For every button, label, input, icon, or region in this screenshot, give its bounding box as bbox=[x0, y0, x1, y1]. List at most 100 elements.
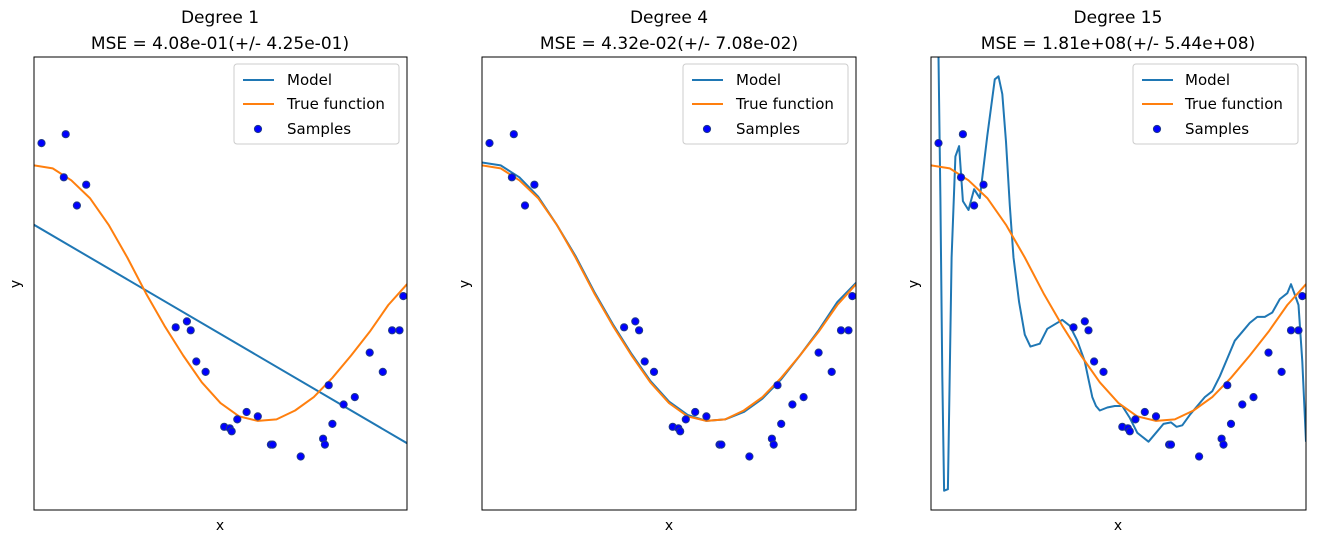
sample-point bbox=[640, 357, 649, 366]
sample-point bbox=[1264, 348, 1273, 357]
sample-point bbox=[788, 400, 797, 409]
subplot-title-degree: Degree 4 bbox=[630, 8, 708, 28]
sample-point bbox=[979, 180, 988, 189]
true-function-curve bbox=[34, 164, 407, 422]
model-curve bbox=[937, 57, 1306, 492]
sample-point bbox=[1223, 381, 1232, 390]
sample-point bbox=[1195, 452, 1204, 461]
sample-point bbox=[691, 407, 700, 417]
legend: Model True function Samples bbox=[233, 63, 400, 145]
legend-box bbox=[233, 63, 400, 145]
sample-point bbox=[1084, 326, 1093, 335]
legend-model-label: Model bbox=[1185, 71, 1230, 89]
sample-point bbox=[1125, 427, 1134, 436]
legend-model-label: Model bbox=[287, 71, 332, 89]
true-function-curve bbox=[931, 164, 1306, 422]
sample-point bbox=[227, 427, 236, 436]
sample-point bbox=[1249, 393, 1258, 402]
plot-area bbox=[931, 57, 1306, 492]
sample-point bbox=[702, 412, 711, 421]
sample-point bbox=[530, 180, 539, 189]
legend-samples-label: Samples bbox=[736, 120, 800, 138]
y-axis-label: y bbox=[8, 280, 24, 288]
sample-point bbox=[395, 326, 404, 335]
sample-point bbox=[242, 407, 251, 417]
sample-point bbox=[328, 419, 337, 428]
sample-point bbox=[1140, 407, 1149, 417]
sample-point bbox=[1080, 317, 1089, 326]
sample-point bbox=[970, 201, 979, 210]
sample-point bbox=[635, 326, 644, 335]
sample-point bbox=[777, 419, 786, 428]
axes-frame bbox=[33, 56, 408, 511]
subplot-degree-4: Degree 4 MSE = 4.32e-02(+/- 7.08e-02) x … bbox=[457, 8, 857, 534]
sample-point bbox=[1277, 367, 1286, 376]
legend-box bbox=[1132, 63, 1299, 145]
legend-samples-marker bbox=[1152, 124, 1162, 134]
axes-frame bbox=[481, 56, 857, 511]
y-axis-label: y bbox=[906, 280, 922, 288]
sample-point bbox=[485, 139, 494, 148]
sample-point bbox=[934, 139, 943, 148]
sample-point bbox=[520, 201, 530, 210]
subplot-title-mse: MSE = 4.08e-01(+/- 4.25e-01) bbox=[91, 34, 349, 54]
sample-point bbox=[82, 180, 91, 189]
sample-point bbox=[681, 415, 690, 424]
plot-area bbox=[34, 130, 407, 461]
sample-point bbox=[339, 400, 348, 409]
sample-point bbox=[827, 367, 836, 376]
subplot-title-degree: Degree 15 bbox=[1074, 8, 1163, 28]
sample-point bbox=[350, 393, 359, 402]
sample-point bbox=[1298, 292, 1306, 301]
sample-point bbox=[59, 173, 68, 182]
sample-point bbox=[320, 440, 329, 449]
sample-point bbox=[848, 292, 856, 301]
y-axis-label: y bbox=[457, 280, 473, 288]
sample-point bbox=[717, 440, 726, 449]
sample-point bbox=[365, 348, 374, 357]
sample-point bbox=[268, 440, 277, 449]
sample-point bbox=[814, 348, 823, 357]
sample-point bbox=[388, 326, 397, 335]
legend: Model True function Samples bbox=[1132, 63, 1299, 145]
sample-point bbox=[296, 452, 305, 461]
true-function-curve bbox=[482, 164, 856, 422]
legend-true-function-label: True function bbox=[286, 95, 385, 113]
sample-point bbox=[378, 367, 387, 376]
sample-point bbox=[1099, 367, 1108, 376]
legend: Model True function Samples bbox=[682, 63, 849, 145]
sample-point bbox=[233, 415, 242, 424]
subplot-title-mse: MSE = 4.32e-02(+/- 7.08e-02) bbox=[540, 34, 798, 54]
subplot-title-mse: MSE = 1.81e+08(+/- 5.44e+08) bbox=[981, 34, 1255, 54]
sample-point bbox=[201, 367, 210, 376]
sample-point bbox=[836, 326, 846, 335]
sample-point bbox=[1166, 440, 1176, 449]
sample-point bbox=[745, 452, 754, 461]
sample-point bbox=[37, 139, 46, 148]
sample-point bbox=[182, 317, 191, 326]
sample-point bbox=[844, 326, 853, 335]
sample-point bbox=[72, 201, 82, 210]
sample-point bbox=[1219, 440, 1228, 449]
legend-samples-marker bbox=[702, 124, 712, 134]
sample-point bbox=[958, 130, 968, 139]
x-axis-label: x bbox=[216, 518, 224, 534]
sample-point bbox=[620, 323, 629, 332]
axes-frame bbox=[930, 56, 1307, 511]
x-axis-label: x bbox=[1114, 518, 1122, 534]
subplot-title-degree: Degree 1 bbox=[181, 8, 259, 28]
sample-point bbox=[799, 393, 808, 402]
sample-point bbox=[61, 130, 70, 139]
sample-point bbox=[769, 440, 778, 449]
sample-point bbox=[171, 323, 180, 332]
legend-samples-label: Samples bbox=[1185, 120, 1249, 138]
sample-point bbox=[253, 412, 262, 421]
sample-point bbox=[773, 381, 782, 390]
sample-point bbox=[631, 317, 640, 326]
legend-true-function-label: True function bbox=[1184, 95, 1283, 113]
sample-point bbox=[507, 173, 516, 182]
sample-point bbox=[1090, 357, 1099, 366]
subplot-degree-15: Degree 15 MSE = 1.81e+08(+/- 5.44e+08) x… bbox=[906, 8, 1307, 534]
sample-point bbox=[1131, 415, 1140, 424]
